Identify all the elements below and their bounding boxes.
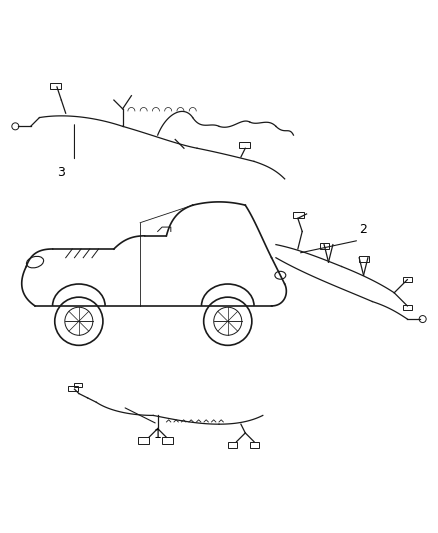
Text: 2: 2 <box>360 223 367 236</box>
Bar <box>293 212 304 219</box>
Bar <box>359 256 369 262</box>
Text: 1: 1 <box>154 427 162 441</box>
Text: 3: 3 <box>57 166 65 179</box>
Bar <box>320 243 329 249</box>
Bar <box>250 442 259 448</box>
Bar <box>228 442 237 448</box>
Bar <box>68 386 78 391</box>
Bar <box>50 83 61 89</box>
Bar <box>239 142 250 148</box>
Bar <box>138 437 149 444</box>
Bar <box>403 305 412 310</box>
Bar <box>162 437 173 444</box>
Bar <box>403 277 412 282</box>
Bar <box>74 383 82 387</box>
